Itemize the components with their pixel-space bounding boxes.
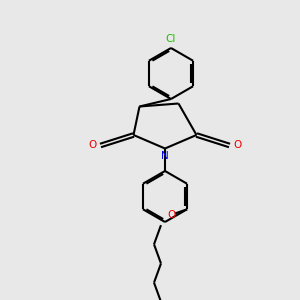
Text: O: O bbox=[89, 140, 97, 151]
Text: O: O bbox=[167, 210, 175, 220]
Text: O: O bbox=[233, 140, 242, 151]
Text: N: N bbox=[161, 151, 169, 161]
Text: Cl: Cl bbox=[166, 34, 176, 44]
